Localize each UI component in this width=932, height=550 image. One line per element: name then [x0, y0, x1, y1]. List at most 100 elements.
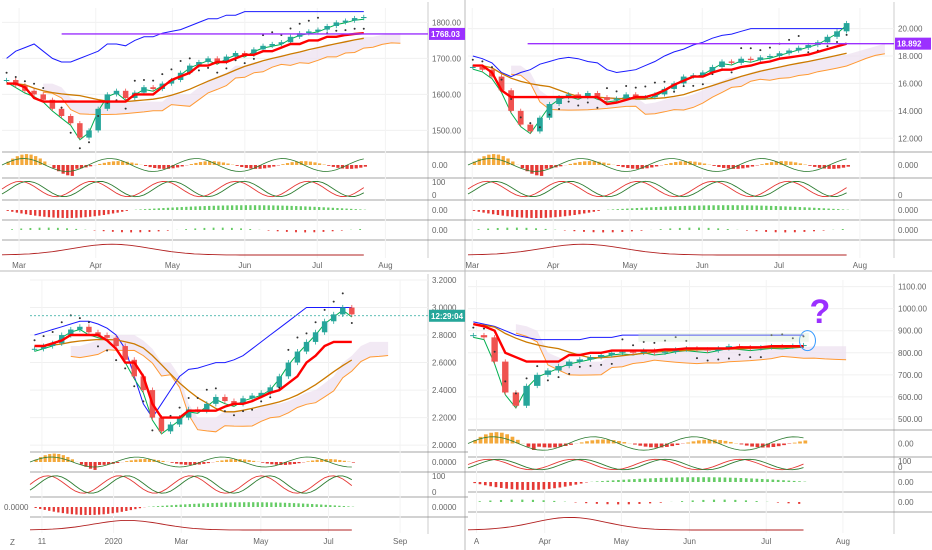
histogram-bar — [161, 505, 164, 507]
sar-dot — [625, 85, 628, 88]
histogram-bar — [338, 505, 341, 507]
ichimoku-cloud — [70, 335, 389, 432]
candle-body — [196, 62, 202, 66]
macd-bar — [542, 443, 547, 448]
sar-dot — [482, 327, 485, 330]
histogram-bar — [11, 210, 14, 212]
histogram-bar — [776, 479, 780, 482]
macd-bar — [590, 440, 595, 444]
macd-bar — [537, 443, 541, 447]
histogram-bar — [530, 210, 533, 218]
sar-dot — [278, 386, 281, 389]
oscillator-bar — [592, 230, 595, 233]
macd-bar — [261, 462, 265, 463]
histogram-bar — [728, 477, 732, 482]
kijun-line — [473, 322, 804, 363]
histogram-bar — [736, 205, 739, 210]
cloud-lower-edge-line — [43, 42, 401, 115]
oscillator-bar — [359, 228, 362, 230]
oscillator-axis-label: 0.00 — [898, 498, 914, 507]
x-tick-label: May — [165, 261, 180, 270]
macd-bar — [84, 462, 88, 467]
histogram-bar — [499, 482, 503, 488]
histogram-bar — [554, 210, 557, 218]
histogram-bar — [723, 477, 727, 482]
histogram-bar — [256, 502, 259, 507]
oscillator-bar — [744, 500, 748, 502]
sar-dot — [305, 332, 308, 335]
histogram-bar — [654, 207, 658, 210]
oscillator-bar — [638, 502, 641, 504]
candle-body — [232, 53, 239, 57]
histogram-bar — [170, 505, 173, 507]
macd-bar — [116, 161, 120, 165]
macd-bar — [98, 163, 102, 165]
macd-bar — [363, 165, 367, 167]
histogram-bar — [88, 507, 92, 515]
histogram-bar — [180, 207, 183, 210]
macd-bar — [750, 165, 755, 167]
y-tick-label: 1700.00 — [432, 54, 461, 63]
histogram-bar — [750, 478, 753, 482]
y-tick-label: 900.00 — [898, 327, 923, 336]
macd-bar — [827, 165, 831, 169]
sar-dot — [519, 116, 522, 119]
macd-bar — [20, 154, 24, 165]
histogram-bar — [712, 205, 715, 210]
macd-bar — [798, 163, 803, 165]
sar-dot — [307, 19, 310, 22]
chart-panel-bottom-left[interactable]: 3.2000 3.0000 2.8000 2.6000 2.4000 2.2000 2.00… — [4, 274, 468, 546]
histogram-bar — [285, 205, 289, 210]
histogram-bar — [230, 205, 234, 210]
chart-panel-top-right[interactable]: 20.000 18.000 16.000 14.000 12.000 18.892 0.00… — [465, 2, 932, 270]
candle-body — [834, 31, 840, 37]
sar-dot — [23, 80, 26, 83]
macd-bar — [686, 442, 691, 444]
macd-bar — [553, 443, 557, 448]
candle-body — [843, 23, 850, 32]
sar-dot — [730, 71, 733, 74]
oscillator-bar — [56, 227, 59, 230]
histogram-bar — [56, 210, 60, 218]
histogram-bar — [760, 205, 763, 210]
stochastic-k-line — [467, 458, 804, 471]
macd-bar — [252, 460, 256, 462]
macd-bar — [189, 164, 193, 165]
macd-bar — [659, 443, 664, 448]
oscillator-bar — [212, 227, 215, 230]
histogram-bar — [331, 207, 335, 210]
macd-bar — [728, 441, 733, 444]
macd-bar — [515, 439, 520, 444]
oscillator-bar — [20, 228, 23, 230]
chart-panel-top-left[interactable]: 1800.00 1700.00 1600.00 1500.00 1768.03 0.00 1… — [1, 2, 468, 270]
y-tick-label: 1800.00 — [432, 18, 461, 27]
sar-dot — [42, 86, 45, 89]
histogram-bar — [611, 480, 615, 482]
histogram-bar — [659, 477, 663, 482]
histogram-bar — [143, 209, 147, 210]
histogram-bar — [125, 507, 128, 511]
candle-body — [469, 66, 476, 68]
candle-body — [661, 351, 669, 353]
candle-body — [31, 348, 38, 350]
candle-body — [167, 424, 174, 432]
oscillator-bar — [755, 230, 758, 232]
histogram-bar — [496, 210, 500, 215]
chart-panel-bottom-right[interactable]: 1100.001000.00900.00800.00700.00600.0050… — [467, 274, 932, 546]
histogram-bar — [521, 482, 524, 490]
histogram-bar — [301, 503, 305, 507]
macd-bar — [650, 165, 654, 168]
upper-band-line — [34, 307, 352, 419]
oscillator-bar — [230, 227, 233, 230]
macd-bar — [258, 165, 262, 169]
sar-dot — [836, 40, 839, 43]
histogram-bar — [203, 206, 206, 210]
candle-body — [321, 321, 328, 333]
sar-dot — [577, 104, 580, 107]
y-tick-label: 12.000 — [898, 134, 923, 143]
oscillator-bar — [606, 502, 609, 505]
candle-body — [185, 409, 192, 418]
sar-dot — [179, 59, 182, 62]
macd-bar — [622, 442, 627, 444]
stochastic-k-line — [467, 180, 847, 198]
